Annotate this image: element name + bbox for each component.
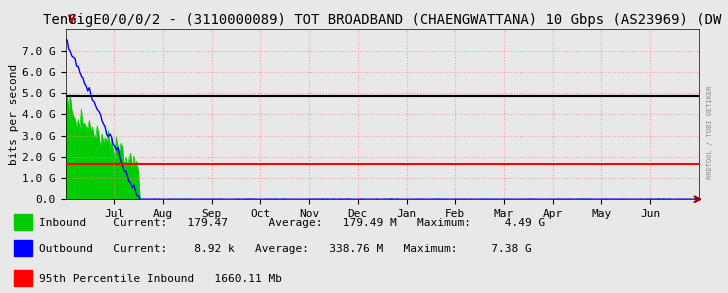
Text: Outbound   Current:    8.92 k   Average:   338.76 M   Maximum:     7.38 G: Outbound Current: 8.92 k Average: 338.76…: [39, 244, 532, 254]
FancyBboxPatch shape: [15, 240, 32, 256]
Text: 95th Percentile Inbound   1660.11 Mb: 95th Percentile Inbound 1660.11 Mb: [39, 274, 282, 284]
FancyBboxPatch shape: [15, 270, 32, 286]
Title: TenGigE0/0/0/2 - (3110000089) TOT BROADBAND (CHAENGWATTANA) 10 Gbps (AS23969) (D: TenGigE0/0/0/2 - (3110000089) TOT BROADB…: [43, 13, 721, 27]
FancyBboxPatch shape: [15, 214, 32, 230]
Text: Inbound    Current:   179.47      Average:   179.49 M   Maximum:     4.49 G: Inbound Current: 179.47 Average: 179.49 …: [39, 218, 545, 228]
Text: RRDTOOL / TOBI OETIKER: RRDTOOL / TOBI OETIKER: [708, 85, 713, 179]
Y-axis label: bits per second: bits per second: [9, 64, 19, 165]
